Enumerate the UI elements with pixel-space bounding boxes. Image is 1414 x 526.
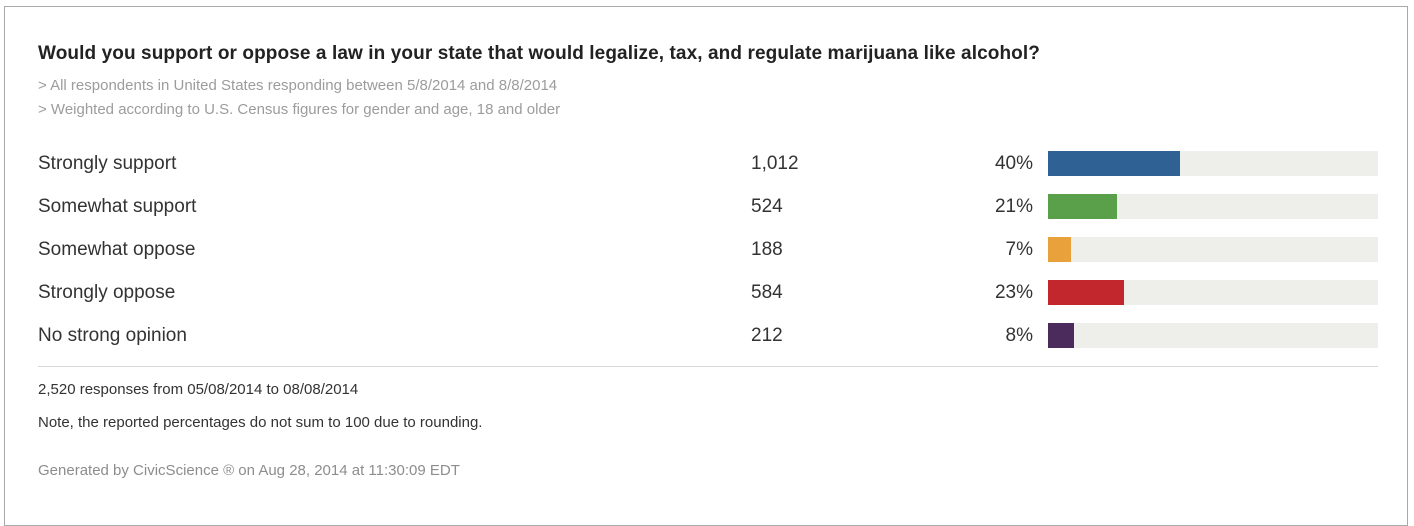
- bar-no-strong-opinion: [1048, 323, 1074, 348]
- bar-track: [1048, 237, 1378, 262]
- chart-title: Would you support or oppose a law in you…: [38, 43, 1040, 64]
- bar-track: [1048, 280, 1378, 305]
- result-row: Somewhat oppose 188 7%: [5, 236, 1409, 266]
- poll-card: Would you support or oppose a law in you…: [4, 6, 1408, 526]
- bar-somewhat-support: [1048, 194, 1117, 219]
- response-count: 524: [751, 196, 783, 217]
- bar-strongly-support: [1048, 151, 1180, 176]
- response-count: 212: [751, 325, 783, 346]
- bar-track: [1048, 323, 1378, 348]
- divider: [38, 366, 1378, 367]
- bar-track: [1048, 151, 1378, 176]
- responses-summary: 2,520 responses from 05/08/2014 to 08/08…: [38, 381, 359, 398]
- subtitle-respondents: > All respondents in United States respo…: [38, 77, 558, 94]
- percent-label: 8%: [1005, 325, 1033, 346]
- percent-label: 40%: [994, 153, 1033, 174]
- category-label: Strongly support: [38, 153, 177, 174]
- response-count: 188: [751, 239, 783, 260]
- result-row: Somewhat support 524 21%: [5, 193, 1409, 223]
- result-row: Strongly support 1,012 40%: [5, 150, 1409, 180]
- category-label: Somewhat support: [38, 196, 197, 217]
- bar-somewhat-oppose: [1048, 237, 1071, 262]
- response-count: 1,012: [751, 153, 799, 174]
- rounding-note: Note, the reported percentages do not su…: [38, 414, 483, 431]
- bar-track: [1048, 194, 1378, 219]
- percent-label: 21%: [994, 196, 1033, 217]
- category-label: No strong opinion: [38, 325, 187, 346]
- response-count: 584: [751, 282, 783, 303]
- percent-label: 7%: [1005, 239, 1033, 260]
- bar-strongly-oppose: [1048, 280, 1124, 305]
- generated-by: Generated by CivicScience ® on Aug 28, 2…: [38, 462, 460, 479]
- category-label: Somewhat oppose: [38, 239, 196, 260]
- result-row: No strong opinion 212 8%: [5, 322, 1409, 352]
- category-label: Strongly oppose: [38, 282, 176, 303]
- subtitle-weighting: > Weighted according to U.S. Census figu…: [38, 101, 561, 118]
- percent-label: 23%: [994, 282, 1033, 303]
- result-row: Strongly oppose 584 23%: [5, 279, 1409, 309]
